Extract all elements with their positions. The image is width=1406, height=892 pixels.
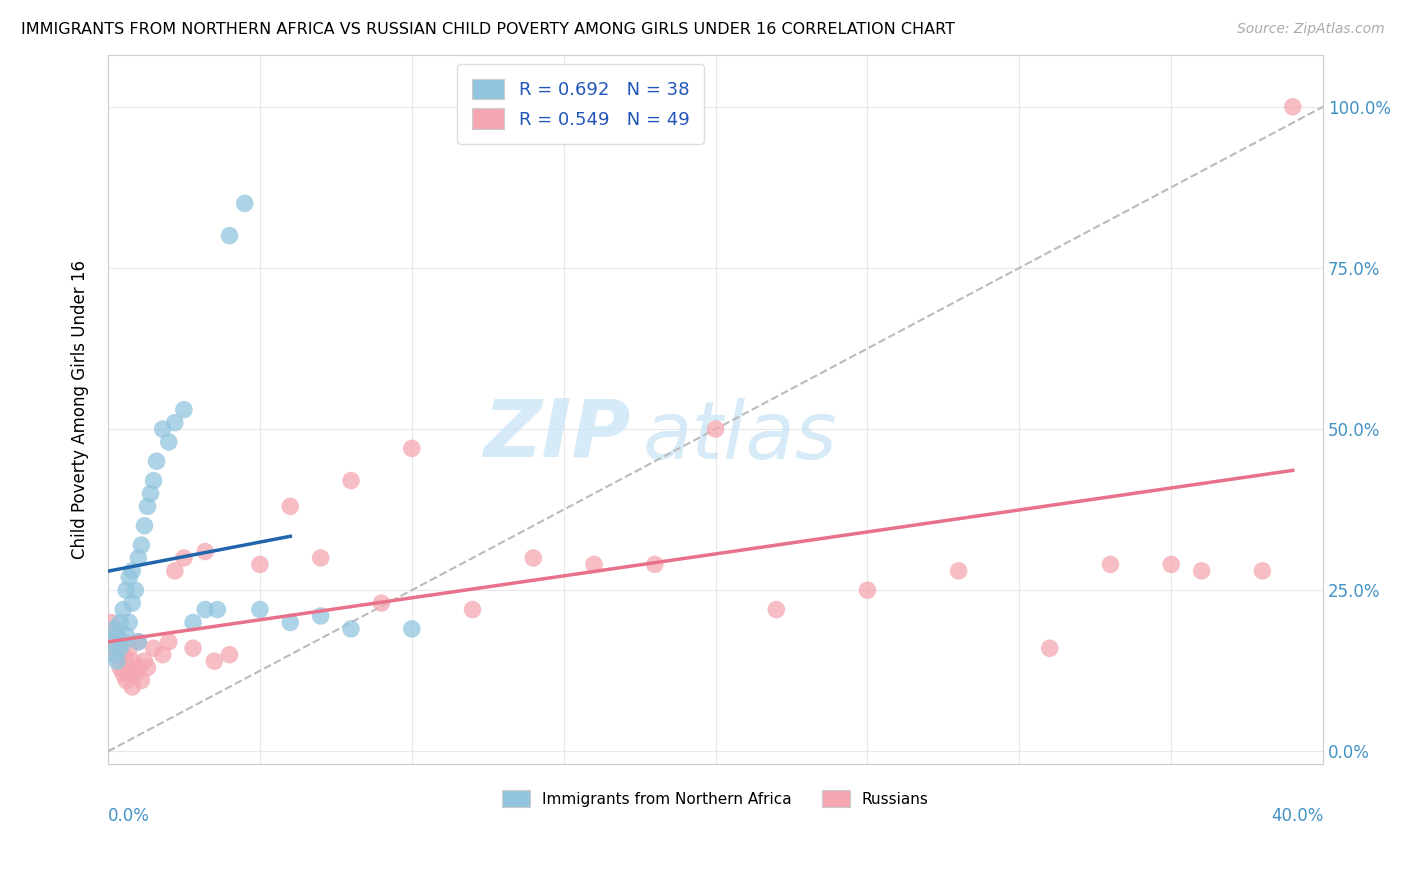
Point	[115, 673, 138, 688]
Point	[124, 667, 146, 681]
Point	[121, 680, 143, 694]
Point	[1099, 558, 1122, 572]
Point	[105, 654, 128, 668]
Point	[112, 634, 135, 648]
Point	[1191, 564, 1213, 578]
Point	[108, 615, 131, 630]
Point	[340, 474, 363, 488]
Point	[142, 641, 165, 656]
Text: Source: ZipAtlas.com: Source: ZipAtlas.com	[1237, 22, 1385, 37]
Point	[134, 518, 156, 533]
Point	[948, 564, 970, 578]
Point	[152, 648, 174, 662]
Point	[105, 628, 128, 642]
Point	[583, 558, 606, 572]
Point	[309, 551, 332, 566]
Point	[127, 551, 149, 566]
Point	[100, 634, 122, 648]
Point	[207, 602, 229, 616]
Point	[370, 596, 392, 610]
Point	[112, 602, 135, 616]
Point	[118, 667, 141, 681]
Point	[134, 654, 156, 668]
Point	[152, 422, 174, 436]
Point	[131, 538, 153, 552]
Point	[115, 654, 138, 668]
Legend: Immigrants from Northern Africa, Russians: Immigrants from Northern Africa, Russian…	[496, 783, 935, 814]
Point	[340, 622, 363, 636]
Point	[278, 500, 301, 514]
Point	[115, 628, 138, 642]
Point	[124, 583, 146, 598]
Point	[103, 622, 125, 636]
Point	[218, 648, 240, 662]
Point	[644, 558, 666, 572]
Point	[249, 602, 271, 616]
Point	[173, 402, 195, 417]
Y-axis label: Child Poverty Among Girls Under 16: Child Poverty Among Girls Under 16	[72, 260, 89, 559]
Point	[278, 615, 301, 630]
Point	[136, 660, 159, 674]
Point	[249, 558, 271, 572]
Point	[1251, 564, 1274, 578]
Point	[112, 648, 135, 662]
Text: ZIP: ZIP	[484, 395, 630, 474]
Point	[157, 634, 180, 648]
Point	[118, 641, 141, 656]
Point	[856, 583, 879, 598]
Point	[309, 609, 332, 624]
Point	[173, 551, 195, 566]
Point	[127, 660, 149, 674]
Point	[118, 570, 141, 584]
Point	[202, 654, 225, 668]
Point	[218, 228, 240, 243]
Point	[139, 486, 162, 500]
Text: IMMIGRANTS FROM NORTHERN AFRICA VS RUSSIAN CHILD POVERTY AMONG GIRLS UNDER 16 CO: IMMIGRANTS FROM NORTHERN AFRICA VS RUSSI…	[21, 22, 955, 37]
Point	[765, 602, 787, 616]
Point	[157, 434, 180, 449]
Point	[136, 500, 159, 514]
Point	[105, 648, 128, 662]
Point	[1039, 641, 1062, 656]
Point	[142, 474, 165, 488]
Point	[401, 442, 423, 456]
Point	[108, 660, 131, 674]
Point	[194, 602, 217, 616]
Point	[115, 583, 138, 598]
Point	[127, 634, 149, 648]
Point	[181, 641, 204, 656]
Point	[105, 628, 128, 642]
Point	[103, 648, 125, 662]
Point	[121, 596, 143, 610]
Point	[121, 564, 143, 578]
Point	[121, 654, 143, 668]
Point	[401, 622, 423, 636]
Point	[127, 634, 149, 648]
Point	[1281, 100, 1303, 114]
Point	[1160, 558, 1182, 572]
Point	[461, 602, 484, 616]
Text: 0.0%: 0.0%	[108, 807, 150, 825]
Point	[108, 641, 131, 656]
Point	[112, 667, 135, 681]
Point	[103, 634, 125, 648]
Point	[100, 615, 122, 630]
Point	[233, 196, 256, 211]
Point	[145, 454, 167, 468]
Point	[194, 544, 217, 558]
Point	[108, 641, 131, 656]
Point	[163, 416, 186, 430]
Point	[118, 615, 141, 630]
Text: 40.0%: 40.0%	[1271, 807, 1323, 825]
Point	[131, 673, 153, 688]
Point	[704, 422, 727, 436]
Point	[181, 615, 204, 630]
Text: atlas: atlas	[643, 398, 838, 475]
Point	[163, 564, 186, 578]
Point	[522, 551, 544, 566]
